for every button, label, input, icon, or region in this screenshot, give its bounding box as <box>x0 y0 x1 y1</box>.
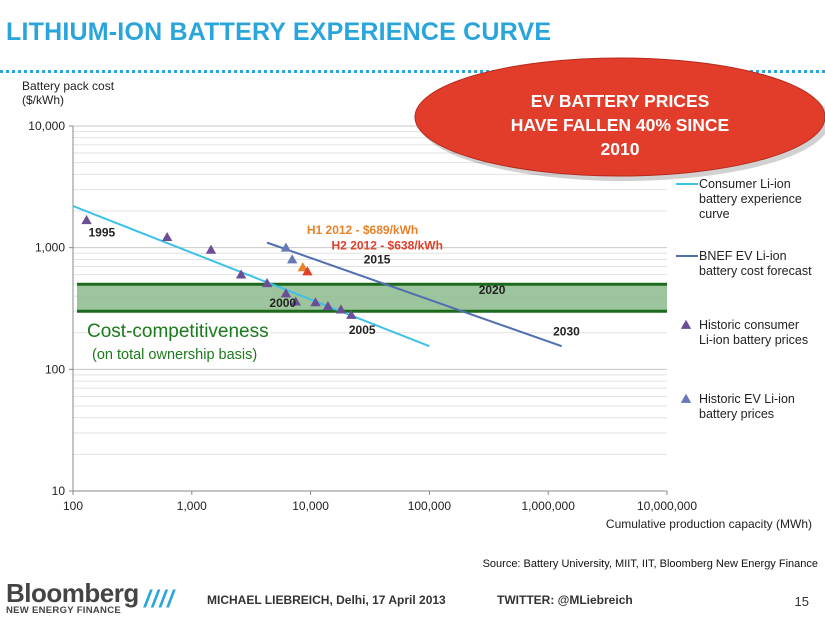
y-axis-title: ($/kWh) <box>22 93 64 107</box>
x-tick-label: 10,000 <box>292 499 329 513</box>
x-tick-label: 10,000,000 <box>637 499 697 513</box>
annotation-1995: 1995 <box>88 226 115 240</box>
callout: EV BATTERY PRICES HAVE FALLEN 40% SINCE 20… <box>414 57 825 181</box>
band-fill <box>77 284 667 312</box>
h1-2012-price-point <box>297 262 309 272</box>
annotation-2030: 2030 <box>553 324 580 338</box>
y-tick-label: 10 <box>52 484 66 498</box>
brand-name: Bloomberg <box>6 578 139 608</box>
legend-consumer-curve-label: battery experience <box>699 192 802 206</box>
legend-ev-prices-swatch <box>680 393 692 403</box>
legend-consumer-prices-label: Historic consumer <box>699 318 799 332</box>
consumer-price-point <box>280 288 292 298</box>
consumer-price-point <box>235 269 247 279</box>
legend-bnef-forecast-label: BNEF EV Li-ion <box>699 249 787 263</box>
consumer-price-point <box>310 297 321 307</box>
grid-lines <box>73 125 667 492</box>
annotation-2015: 2015 <box>364 253 391 267</box>
consumer-price-point <box>261 278 273 288</box>
bloomberg-logo: Bloomberg NEW ENERGY FINANCE <box>6 580 146 616</box>
x-tick-label: 100 <box>63 499 83 513</box>
page-number: 15 <box>794 594 809 609</box>
annotation-h2-2012-638-kwh: H2 2012 - $638/kWh <box>332 238 443 252</box>
consumer-price-point <box>290 296 301 306</box>
y-tick-label: 100 <box>45 362 65 376</box>
series-layer <box>72 205 563 348</box>
annotations: 1995 2000 2005 2015 2020 2030 H1 2012 - $689/k… <box>88 223 580 339</box>
x-axis-title: Cumulative production capacity (MWh) <box>606 517 812 531</box>
y-axis-title: Battery pack cost <box>22 79 115 93</box>
annotation-2005: 2005 <box>349 323 376 337</box>
annotation-2000: 2000 <box>269 296 296 310</box>
callout-text: EV BATTERY PRICES <box>531 91 710 111</box>
callout-ellipse <box>414 57 825 177</box>
twitter-handle: TWITTER: @MLiebreich <box>497 593 633 607</box>
consumer-price-point <box>81 215 92 225</box>
brand-slashes: //// <box>144 586 175 613</box>
consumer-price-point <box>322 301 334 311</box>
consumer-experience-curve-line <box>72 205 430 348</box>
legend-bnef-forecast-label: battery cost forecast <box>699 264 812 278</box>
x-tick-label: 1,000,000 <box>522 499 576 513</box>
legend-ev-prices-label: Historic EV Li-ion <box>699 392 795 406</box>
legend-ev-prices-label: battery prices <box>699 407 774 421</box>
y-tick-label: 10,000 <box>28 119 65 133</box>
footer: Bloomberg NEW ENERGY FINANCE //// MICHAE… <box>0 578 825 619</box>
annotation-h1-2012-689-kwh: H1 2012 - $689/kWh <box>307 223 418 237</box>
h2-2012-price-point <box>302 266 313 276</box>
consumer-price-point <box>346 309 357 319</box>
consumer-price-point <box>161 231 173 242</box>
y-tick-label: 1,000 <box>35 241 65 255</box>
band-label: Cost-competitiveness <box>87 321 269 342</box>
legend-consumer-curve-label: Consumer Li-ion <box>699 177 791 191</box>
bnef-forecast-line <box>266 241 563 348</box>
ev-price-point <box>280 242 292 252</box>
x-tick-label: 1,000 <box>177 499 207 513</box>
cost-competitiveness-band: Cost-competitiveness (on total ownership … <box>77 282 667 363</box>
brand-subtitle: NEW ENERGY FINANCE <box>6 605 122 616</box>
consumer-price-point <box>335 304 347 314</box>
ev-price-point <box>286 254 298 264</box>
annotation-2020: 2020 <box>479 283 506 297</box>
title-divider <box>0 70 825 73</box>
callout-text: HAVE FALLEN 40% SINCE <box>511 115 729 135</box>
source-note: Source: Battery University, MIIT, IIT, B… <box>482 558 818 570</box>
band-sublabel: (on total ownership basis) <box>92 347 257 363</box>
author-line: MICHAEL LIEBREICH, Delhi, 17 April 2013 <box>207 593 446 607</box>
legend-consumer-prices-label: Li-ion battery prices <box>699 333 808 347</box>
legend-consumer-curve-label: curve <box>699 207 730 221</box>
consumer-price-point <box>205 244 217 254</box>
callout-text: 2010 <box>601 139 640 159</box>
x-tick-label: 100,000 <box>408 499 452 513</box>
legend-consumer-prices-swatch <box>680 319 692 329</box>
slide-title: LITHIUM-ION BATTERY EXPERIENCE CURVE <box>6 18 552 46</box>
